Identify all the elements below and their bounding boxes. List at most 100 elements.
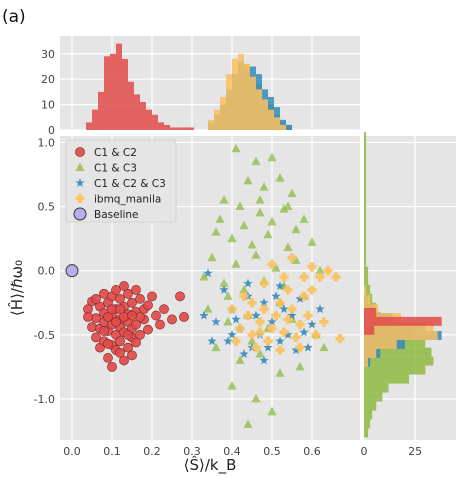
scatter-point xyxy=(283,201,293,210)
right-hist-bar xyxy=(364,239,367,249)
right-hist-bar xyxy=(364,356,434,366)
right-hist-bar xyxy=(364,275,369,285)
legend-entry: C1 & C2 & C3 xyxy=(94,178,166,190)
top-hist-bar xyxy=(116,43,122,130)
scatter-point xyxy=(107,361,117,372)
top-hist-bar xyxy=(92,109,98,130)
scatter-point xyxy=(239,220,249,230)
top-hist-bar xyxy=(220,96,226,130)
scatter-point xyxy=(331,272,341,282)
scatter-point xyxy=(287,304,297,314)
scatter-point xyxy=(263,336,273,346)
right-hist-bar xyxy=(364,221,367,231)
top-hist-y-tick-label: 0 xyxy=(48,124,55,137)
scatter-point xyxy=(119,281,129,291)
scatter-point xyxy=(267,406,277,416)
top-hist-bar xyxy=(274,117,280,130)
scatter-point xyxy=(235,323,245,334)
scatter-point xyxy=(311,330,321,340)
scatter-point xyxy=(215,214,225,223)
scatter-point xyxy=(283,329,293,339)
right-hist-bar xyxy=(364,248,367,258)
scatter-point xyxy=(275,298,285,308)
top-hist-bar xyxy=(238,53,244,130)
scatter-point xyxy=(123,288,133,299)
scatter-point xyxy=(295,319,305,330)
scatter-point xyxy=(271,310,281,321)
top-hist-bar xyxy=(110,53,116,130)
scatter-point xyxy=(291,345,301,355)
scatter-point xyxy=(275,173,285,182)
top-hist-bar xyxy=(140,102,146,130)
right-hist-bar xyxy=(364,374,409,384)
right-hist-bar xyxy=(364,321,434,331)
scatter-point xyxy=(91,332,101,343)
top-hist-bar xyxy=(158,122,164,130)
right-hist-bar xyxy=(364,168,367,178)
scatter-point xyxy=(303,310,313,321)
scatter-point xyxy=(315,304,325,314)
right-hist-bar xyxy=(364,195,367,204)
scatter-point xyxy=(287,253,297,263)
scatter-point xyxy=(143,300,153,311)
scatter-point xyxy=(119,355,129,366)
scatter-point xyxy=(115,347,125,358)
y-tick-label: 0.5 xyxy=(38,201,56,214)
scatter-point xyxy=(307,237,317,246)
scatter-point xyxy=(255,327,265,337)
top-hist-bar xyxy=(176,127,182,130)
x-tick-label: 0.3 xyxy=(183,445,201,458)
scatter-point xyxy=(91,294,101,304)
legend-marker xyxy=(75,162,85,171)
scatter-point xyxy=(279,327,289,337)
right-hist-x-tick-label: 25 xyxy=(408,445,422,458)
scatter-point xyxy=(239,349,249,358)
right-hist-bar xyxy=(364,284,371,294)
scatter-point xyxy=(103,353,113,363)
scatter-point xyxy=(239,291,249,301)
scatter-point xyxy=(219,285,229,294)
right-hist-bar xyxy=(364,428,369,438)
x-tick-label: 0.4 xyxy=(223,445,241,458)
scatter-point xyxy=(227,329,237,339)
scatter-point xyxy=(143,324,153,335)
legend-marker xyxy=(73,207,87,221)
scatter-point xyxy=(127,297,137,308)
right-hist-bar xyxy=(364,419,371,429)
scatter-point xyxy=(159,304,169,315)
scatter-point xyxy=(283,314,293,325)
scatter-point xyxy=(65,264,79,278)
scatter-point xyxy=(247,239,257,249)
right-hist-bar xyxy=(364,141,367,151)
scatter-point xyxy=(223,316,233,326)
top-hist-bar xyxy=(256,89,262,130)
panel-label: (a) xyxy=(2,7,26,27)
top-hist-bar xyxy=(170,127,176,130)
right-hist-bar xyxy=(364,392,383,402)
scatter-point xyxy=(259,278,269,289)
scatter-point xyxy=(243,175,253,185)
top-hist-bar xyxy=(250,76,256,130)
right-hist-bar xyxy=(364,286,367,296)
scatter-point xyxy=(223,336,233,346)
scatter-point xyxy=(199,310,209,320)
scatter-point xyxy=(307,285,317,295)
scatter-point xyxy=(275,336,285,346)
right-hist-x-tick-label: 0 xyxy=(361,445,368,458)
x-tick-label: 0.1 xyxy=(103,445,121,458)
top-hist-bar xyxy=(98,91,104,130)
right-hist-bar xyxy=(364,383,389,393)
right-hist-bar xyxy=(364,266,369,276)
scatter-point xyxy=(247,298,257,308)
scatter-point xyxy=(115,336,125,347)
scatter-point xyxy=(275,368,285,377)
scatter-point xyxy=(127,350,137,361)
top-hist-bar xyxy=(262,99,268,130)
scatter-point xyxy=(247,330,257,340)
scatter-point xyxy=(267,317,277,326)
top-hist-bar xyxy=(232,58,238,130)
scatter-point xyxy=(255,207,265,217)
scatter-point xyxy=(111,317,121,327)
top-hist-bar xyxy=(164,124,170,130)
scatter-point xyxy=(103,338,113,349)
